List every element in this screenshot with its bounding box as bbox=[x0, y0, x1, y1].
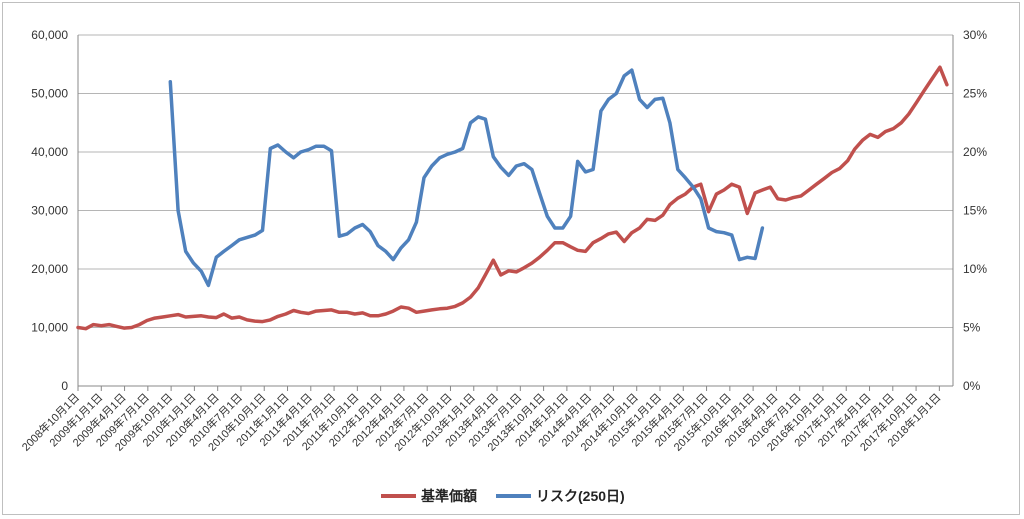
left-tick-label: 60,000 bbox=[31, 28, 68, 42]
x-axis: 2008年10月1日2009年1月1日2009年4月1日2009年7月1日200… bbox=[19, 386, 943, 454]
left-tick-label: 20,000 bbox=[31, 262, 68, 276]
legend: 基準価額 リスク(250日) bbox=[381, 488, 625, 504]
right-tick-label: 15% bbox=[963, 204, 987, 218]
legend-label-nav: 基準価額 bbox=[421, 488, 477, 504]
gridlines bbox=[78, 34, 953, 387]
series-lines bbox=[76, 65, 949, 331]
legend-label-risk: リスク(250日) bbox=[536, 488, 625, 504]
right-tick-label: 25% bbox=[963, 87, 987, 101]
series-line-nav bbox=[76, 65, 949, 331]
right-tick-label: 5% bbox=[963, 321, 981, 335]
left-y-axis: 0 10,000 20,000 30,000 40,000 50,000 60,000 bbox=[31, 28, 79, 393]
left-tick-label: 10,000 bbox=[31, 321, 68, 335]
right-tick-label: 20% bbox=[963, 145, 987, 159]
left-tick-label: 50,000 bbox=[31, 87, 68, 101]
series-line-risk bbox=[168, 68, 765, 288]
right-tick-label: 0% bbox=[963, 379, 981, 393]
right-tick-label: 30% bbox=[963, 28, 987, 42]
right-tick-label: 10% bbox=[963, 262, 987, 276]
left-tick-label: 40,000 bbox=[31, 145, 68, 159]
left-tick-label: 0 bbox=[61, 379, 68, 393]
right-y-axis: 0% 5% 10% 15% 20% 25% 30% bbox=[952, 28, 987, 393]
left-tick-label: 30,000 bbox=[31, 204, 68, 218]
